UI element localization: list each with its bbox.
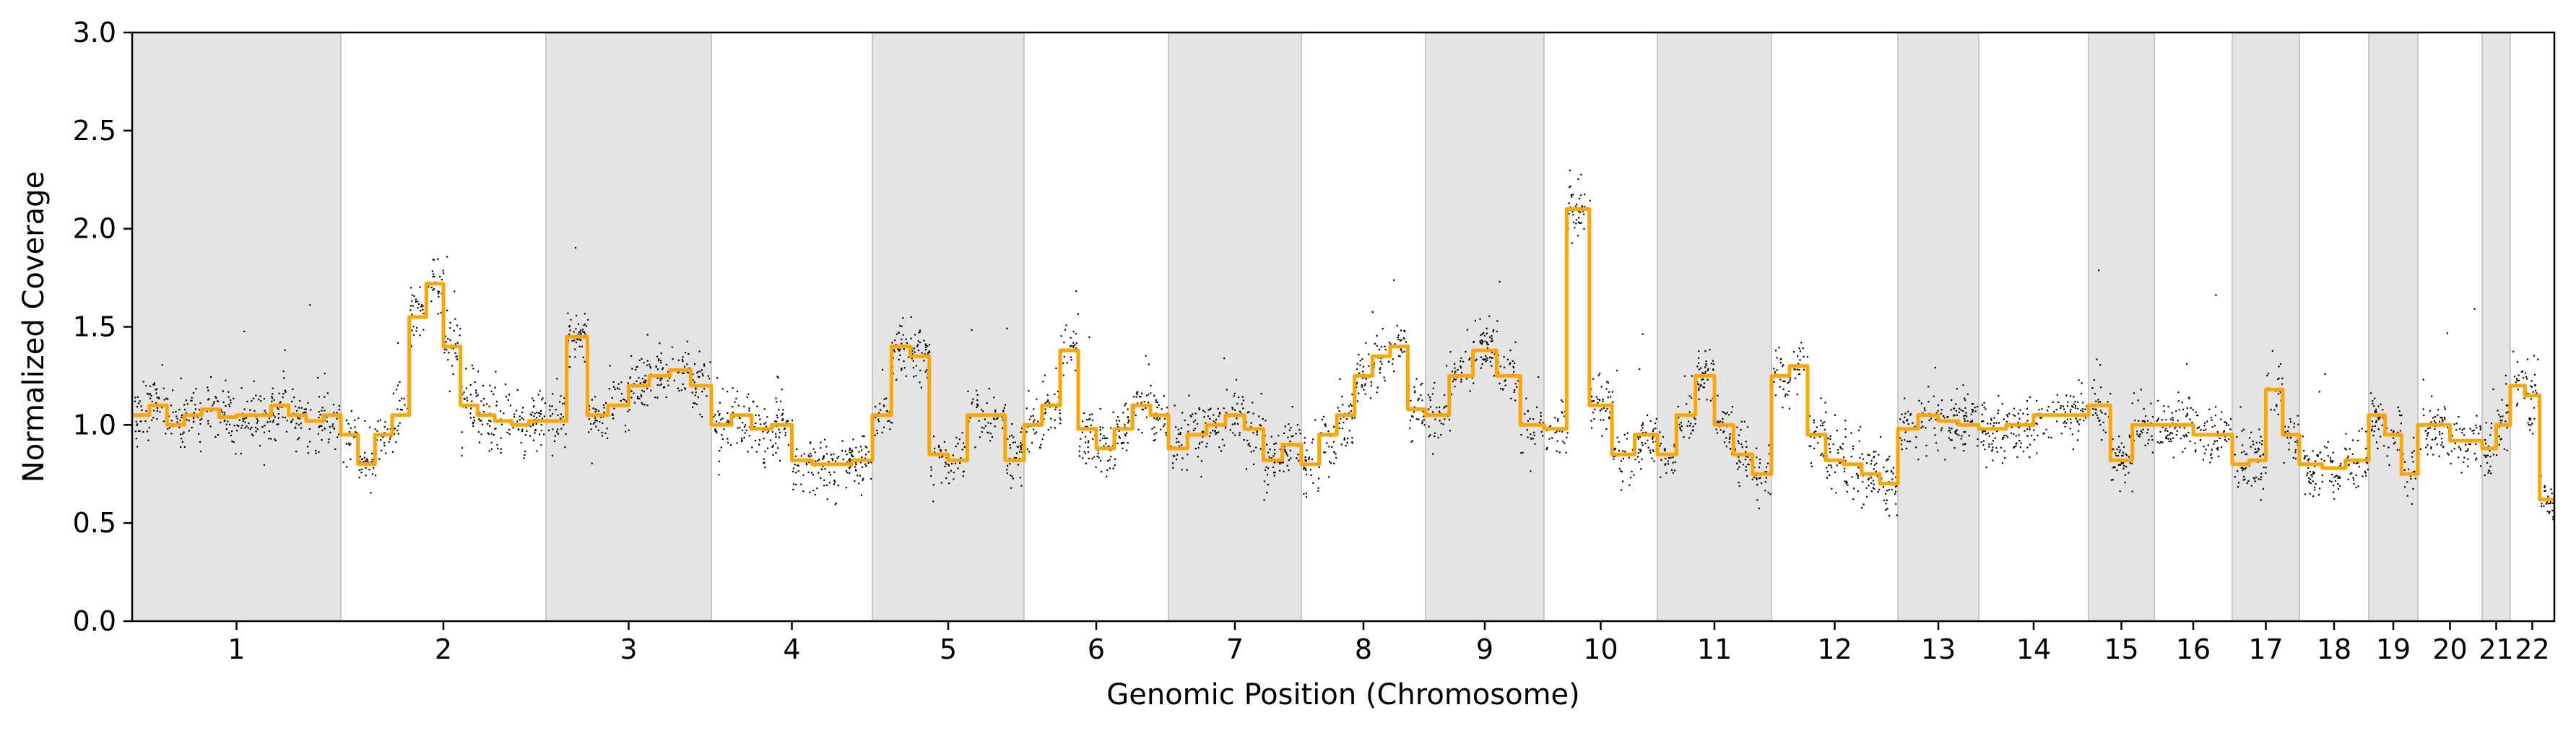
- x-tick-label: 11: [1697, 633, 1732, 665]
- segment-line: [132, 207, 2554, 502]
- x-tick-label: 3: [620, 633, 637, 665]
- y-tick-label: 0.0: [73, 605, 116, 637]
- chromosome-band-17: [2232, 32, 2300, 622]
- x-tick-label: 6: [1088, 633, 1105, 665]
- x-tick-label: 18: [2317, 633, 2351, 665]
- chromosome-band-13: [1897, 32, 1979, 622]
- x-axis-title: Genomic Position (Chromosome): [1106, 678, 1580, 711]
- x-tick-label: 8: [1355, 633, 1372, 665]
- x-tick-label: 2: [435, 633, 452, 665]
- chromosome-band-19: [2368, 32, 2419, 622]
- chromosome-band-7: [1168, 32, 1302, 622]
- x-tick-label: 14: [2016, 633, 2051, 665]
- chromosome-band-21: [2481, 32, 2511, 622]
- x-tick-label: 17: [2248, 633, 2283, 665]
- chromosome-band-11: [1657, 32, 1772, 622]
- chromosome-bands: [131, 32, 2511, 622]
- points-chr-16: [2156, 294, 2232, 464]
- y-tick-label: 1.5: [73, 311, 116, 343]
- x-tick-label: 13: [1921, 633, 1956, 665]
- chromosome-band-5: [872, 32, 1025, 622]
- x-tick-label: 1: [227, 633, 245, 665]
- y-axis: 0.0 0.5 1.0 1.5 2.0 2.5 3.0: [73, 17, 132, 637]
- y-axis-title: Normalized Coverage: [17, 171, 51, 482]
- x-tick-label: 22: [2515, 633, 2549, 665]
- x-tick-label: 4: [783, 633, 800, 665]
- points-chr-22: [2512, 350, 2554, 521]
- y-tick-label: 3.0: [73, 17, 116, 48]
- segment-path: [132, 207, 2554, 502]
- x-tick-label: 19: [2376, 633, 2411, 665]
- chromosome-band-3: [545, 32, 712, 622]
- x-tick-label: 20: [2432, 633, 2467, 665]
- chromosome-band-1: [131, 32, 342, 622]
- x-tick-label: 10: [1583, 633, 1618, 665]
- points-chr-5: [874, 316, 1023, 503]
- points-chr-10: [1545, 170, 1657, 491]
- points-chr-20: [2419, 308, 2482, 474]
- x-tick-label: 5: [940, 633, 957, 665]
- plot-frame: [131, 31, 2556, 623]
- points-chr-17: [2234, 350, 2300, 501]
- x-axis: 1 2 3 4 5 6 7 8 9 10 11 12 13 14 15 16 17 18 19 20 21 22: [227, 621, 2550, 665]
- chromosome-band-15: [2088, 32, 2155, 622]
- x-tick-label: 12: [1817, 633, 1852, 665]
- x-tick-label: 7: [1226, 633, 1244, 665]
- x-tick-label: 15: [2104, 633, 2138, 665]
- chromosome-band-9: [1425, 32, 1545, 622]
- x-tick-label: 9: [1476, 633, 1493, 665]
- points-chr-18: [2302, 373, 2369, 500]
- points-chr-21: [2484, 374, 2510, 477]
- points-chr-15: [2091, 269, 2154, 493]
- y-tick-label: 1.0: [73, 409, 116, 441]
- y-tick-label: 2.5: [73, 115, 116, 147]
- x-tick-label: 16: [2176, 633, 2211, 665]
- coverage-points: [134, 170, 2554, 521]
- y-tick-label: 0.5: [73, 507, 116, 539]
- y-tick-label: 2.0: [73, 213, 116, 245]
- points-chr-12: [1773, 342, 1898, 517]
- x-tick-label: 21: [2479, 633, 2513, 665]
- points-chr-14: [1980, 379, 2089, 469]
